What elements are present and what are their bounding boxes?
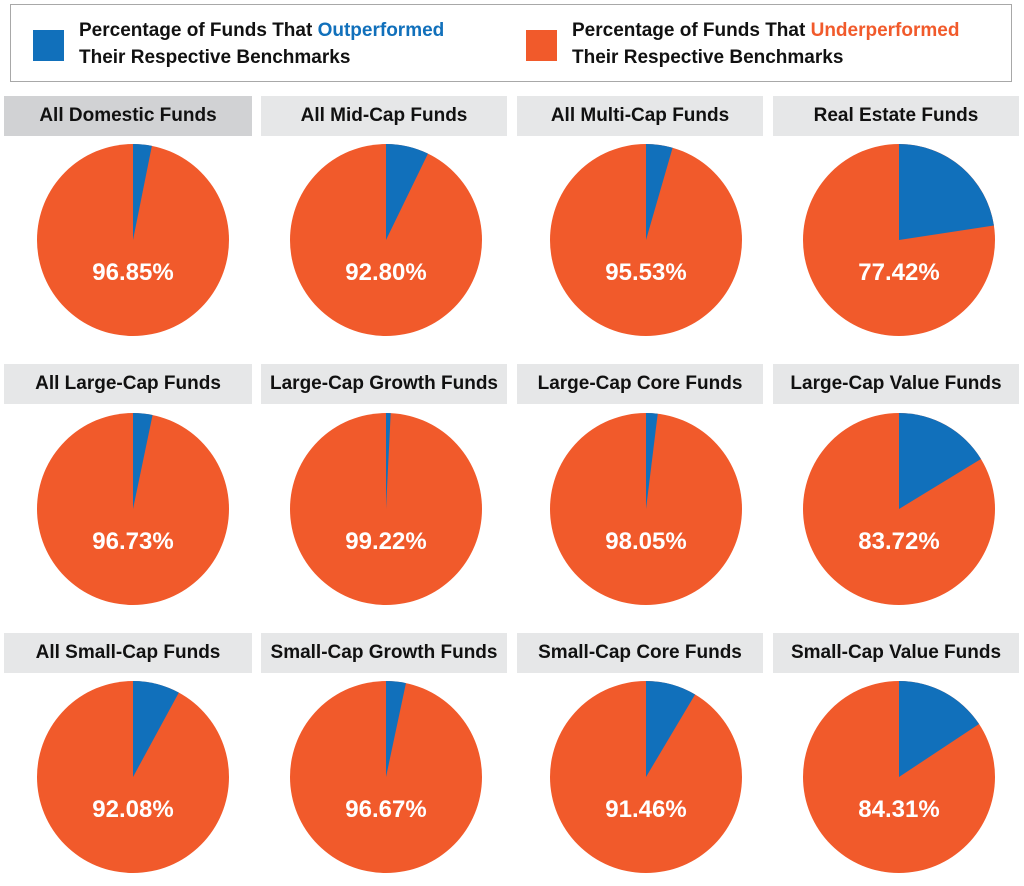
- pie-data-label: 95.53%: [605, 259, 686, 286]
- pie-title: All Mid-Cap Funds: [261, 96, 507, 136]
- pie-title: Real Estate Funds: [773, 96, 1019, 136]
- pie-slice-outperformed: [133, 681, 179, 777]
- pie-slice-outperformed: [899, 413, 981, 509]
- pie-slice-outperformed: [386, 413, 391, 509]
- pie-data-label: 84.31%: [858, 796, 939, 823]
- legend-text-line2: Their Respective Benchmarks: [572, 47, 844, 68]
- legend-item-outperformed: Percentage of Funds That Outperformed Th…: [33, 17, 444, 71]
- pie-slice-outperformed: [646, 144, 673, 240]
- pie-slice-outperformed: [899, 144, 994, 240]
- pie-title: Large-Cap Core Funds: [517, 364, 763, 404]
- pie-slice-outperformed: [899, 681, 980, 777]
- pie-title: All Large-Cap Funds: [4, 364, 252, 404]
- legend-swatch-blue: [33, 30, 64, 61]
- pie-data-label: 83.72%: [858, 528, 939, 555]
- pie-title: All Small-Cap Funds: [4, 633, 252, 673]
- pie-title: All Multi-Cap Funds: [517, 96, 763, 136]
- pie-title: Large-Cap Value Funds: [773, 364, 1019, 404]
- pie-data-label: 96.73%: [92, 528, 173, 555]
- pie-title: Small-Cap Growth Funds: [261, 633, 507, 673]
- legend-highlight: Outperformed: [317, 20, 445, 41]
- legend: Percentage of Funds That Outperformed Th…: [10, 4, 1012, 82]
- legend-item-underperformed: Percentage of Funds That Underperformed …: [526, 17, 959, 71]
- pie-data-label: 99.22%: [345, 528, 426, 555]
- pie-title[interactable]: All Domestic Funds: [4, 96, 252, 136]
- legend-text-line2: Their Respective Benchmarks: [79, 47, 351, 68]
- legend-swatch-orange: [526, 30, 557, 61]
- pie-data-label: 77.42%: [858, 259, 939, 286]
- pie-data-label: 98.05%: [605, 528, 686, 555]
- pie-data-label: 91.46%: [605, 796, 686, 823]
- pie-title: Small-Cap Value Funds: [773, 633, 1019, 673]
- pie-data-label: 92.80%: [345, 259, 426, 286]
- legend-highlight: Underperformed: [810, 20, 960, 41]
- legend-text: Percentage of Funds That: [79, 20, 318, 41]
- pie-data-label: 92.08%: [92, 796, 173, 823]
- legend-text: Percentage of Funds That: [572, 20, 811, 41]
- pie-slice-outperformed: [133, 144, 152, 240]
- pie-slice-outperformed: [386, 144, 428, 240]
- pie-slice-outperformed: [133, 413, 153, 509]
- pie-slice-outperformed: [386, 681, 406, 777]
- pie-title: Small-Cap Core Funds: [517, 633, 763, 673]
- pie-data-label: 96.67%: [345, 796, 426, 823]
- pie-data-label: 96.85%: [92, 259, 173, 286]
- pie-slice-outperformed: [646, 681, 696, 777]
- pie-slice-outperformed: [646, 413, 658, 509]
- pie-title: Large-Cap Growth Funds: [261, 364, 507, 404]
